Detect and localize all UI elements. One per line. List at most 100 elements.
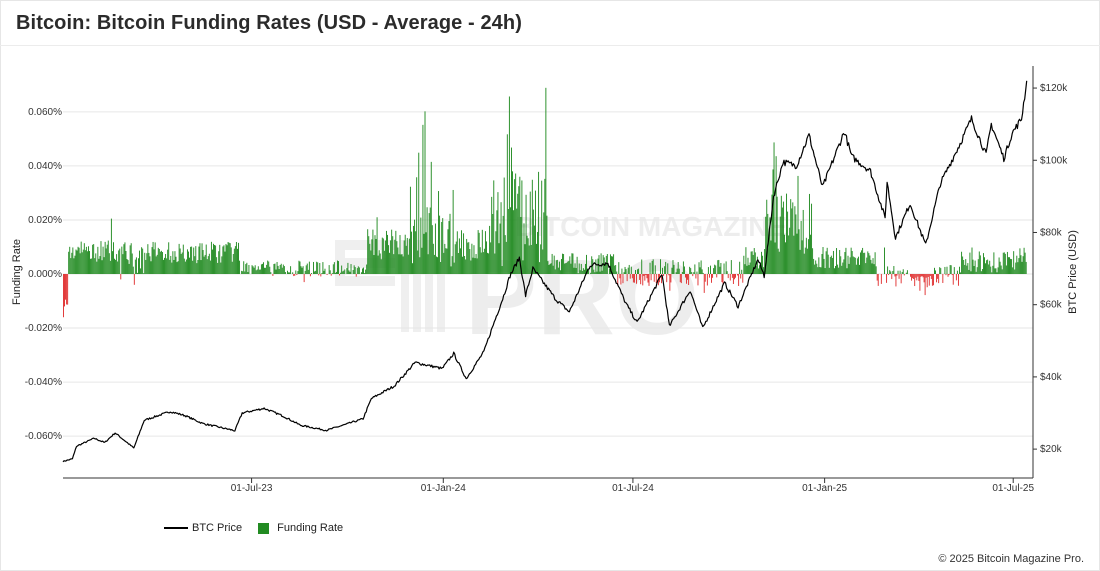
funding-rate-bar xyxy=(1003,252,1005,274)
funding-rate-bar xyxy=(718,259,720,274)
funding-rate-bar xyxy=(117,261,119,274)
funding-rate-bar xyxy=(632,274,634,283)
funding-rate-bar xyxy=(77,246,79,274)
funding-rate-bar xyxy=(413,225,415,274)
funding-rate-bar xyxy=(193,247,195,274)
funding-rate-bar xyxy=(161,252,163,274)
funding-rate-bar xyxy=(247,272,249,274)
funding-rate-bar xyxy=(382,238,384,274)
funding-rate-bar xyxy=(452,189,454,274)
funding-rate-bar xyxy=(381,237,383,274)
funding-rate-bar xyxy=(97,246,99,274)
funding-rate-bar xyxy=(599,271,601,274)
funding-rate-bar xyxy=(454,244,456,274)
legend-bar-swatch xyxy=(258,522,270,534)
funding-rate-bar xyxy=(948,274,950,276)
funding-rate-bar xyxy=(198,246,200,274)
funding-rate-bar xyxy=(873,264,875,274)
funding-rate-bar xyxy=(463,233,465,274)
funding-rate-bar xyxy=(800,220,802,274)
funding-rate-bar xyxy=(888,274,890,276)
funding-rate-bar xyxy=(780,195,782,274)
funding-rate-bar xyxy=(778,251,780,274)
funding-rate-bar xyxy=(300,266,302,274)
funding-rate-bar xyxy=(224,251,226,274)
funding-rate-bar xyxy=(191,246,193,274)
funding-rate-bar xyxy=(866,257,868,274)
funding-rate-bar xyxy=(688,274,690,286)
funding-rate-bar xyxy=(922,274,924,278)
funding-rate-bar xyxy=(546,215,548,274)
legend-item-funding-rate[interactable]: Funding Rate xyxy=(258,522,343,534)
funding-rate-bar xyxy=(344,269,346,274)
funding-rate-bar xyxy=(83,243,85,274)
funding-rate-bar xyxy=(132,266,134,274)
funding-rate-bar xyxy=(483,248,485,274)
funding-rate-bar xyxy=(515,173,517,274)
funding-rate-bar xyxy=(480,252,482,274)
funding-rate-bar xyxy=(66,274,68,305)
funding-rate-bar xyxy=(101,260,103,274)
funding-rate-bar xyxy=(763,267,765,274)
funding-rate-bar xyxy=(190,246,192,274)
funding-rate-bar xyxy=(301,267,303,274)
funding-rate-bar xyxy=(213,243,214,274)
funding-rate-bar xyxy=(265,267,267,274)
funding-rate-bar xyxy=(402,256,404,274)
funding-rate-bar xyxy=(73,258,75,274)
right-tick-label: $40k xyxy=(1040,372,1063,383)
funding-rate-bar xyxy=(223,245,225,274)
funding-rate-bar xyxy=(524,244,526,274)
funding-rate-bar xyxy=(146,253,148,274)
funding-rate-bar xyxy=(573,267,575,274)
funding-rate-bar xyxy=(811,203,813,274)
funding-rate-bar xyxy=(65,274,67,300)
funding-rate-bar xyxy=(571,253,573,274)
funding-rate-bars xyxy=(63,87,1027,318)
funding-rate-bar xyxy=(496,210,498,274)
funding-rate-bar xyxy=(665,261,667,274)
funding-rate-bar xyxy=(565,263,567,274)
btc-price-line xyxy=(62,80,1028,463)
funding-rate-bar xyxy=(768,234,770,274)
funding-rate-bar xyxy=(220,262,222,274)
funding-rate-bar xyxy=(956,270,958,274)
funding-rate-bar xyxy=(973,265,975,274)
funding-rate-bar xyxy=(525,194,527,274)
funding-rate-bar xyxy=(130,243,132,274)
funding-rate-bar xyxy=(439,215,441,274)
funding-rate-bar xyxy=(67,274,69,305)
funding-rate-bar xyxy=(575,267,577,274)
funding-rate-bar xyxy=(604,262,606,274)
funding-rate-bar xyxy=(639,274,641,280)
funding-rate-bar xyxy=(88,246,89,274)
funding-rate-bar xyxy=(230,247,232,274)
funding-rate-bar xyxy=(797,175,799,274)
funding-rate-bar xyxy=(626,274,628,282)
funding-rate-bar xyxy=(562,253,564,274)
funding-rate-bar xyxy=(446,248,448,274)
funding-rate-bar xyxy=(114,258,115,274)
funding-rate-bar xyxy=(418,152,420,274)
funding-rate-bar xyxy=(316,261,318,274)
funding-rate-bar xyxy=(181,252,183,274)
funding-rate-bar xyxy=(732,274,734,284)
funding-rate-bar xyxy=(412,263,413,274)
funding-rate-bar xyxy=(777,248,779,274)
funding-rate-bar xyxy=(131,253,133,274)
legend-item-btc-price[interactable]: BTC Price xyxy=(164,522,242,534)
funding-rate-bar xyxy=(638,268,640,274)
funding-rate-bar xyxy=(251,265,253,274)
funding-rate-bar xyxy=(712,274,714,278)
funding-rate-bar xyxy=(407,254,409,274)
funding-rate-bar xyxy=(540,244,542,274)
funding-rate-bar xyxy=(441,221,443,274)
funding-rate-bar xyxy=(82,249,84,274)
funding-rate-bar xyxy=(650,274,652,281)
funding-rate-bar xyxy=(333,262,335,274)
funding-rate-bar xyxy=(940,268,942,274)
funding-rate-bar xyxy=(120,274,122,280)
funding-rate-bar xyxy=(717,260,719,274)
funding-rate-bar xyxy=(694,264,696,274)
funding-rate-bar xyxy=(75,249,77,274)
